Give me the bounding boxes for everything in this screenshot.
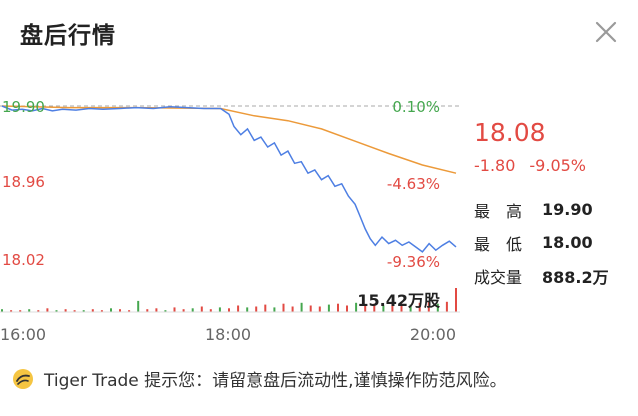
volume-bar — [10, 310, 13, 312]
volume-bar — [318, 306, 321, 312]
average-price-line — [1, 105, 457, 174]
volume-bar — [137, 300, 140, 312]
volume-bar — [146, 309, 149, 312]
volume-bar — [337, 303, 339, 312]
volume-bar — [228, 308, 230, 312]
volume-bar — [436, 303, 439, 312]
volume-bar — [28, 309, 31, 312]
low-value: 18.00 — [542, 233, 593, 252]
last-price: 18.08 — [474, 118, 546, 147]
volume-bar — [237, 305, 240, 312]
dialog-title: 盘后行情 — [20, 23, 116, 49]
volume-row: 成交量 888.2万 — [474, 259, 634, 292]
volume-bar — [64, 309, 67, 312]
volume-bar — [128, 310, 131, 312]
volume-bar — [382, 305, 385, 312]
volume-bar — [100, 310, 103, 312]
volume-bars — [1, 288, 457, 312]
volume-bar — [364, 304, 367, 312]
volume-bar — [273, 307, 276, 312]
volume-bar — [55, 310, 58, 312]
high-value: 19.90 — [542, 200, 593, 219]
volume-bar — [309, 305, 312, 312]
volume-bar — [173, 307, 176, 312]
volume-bar — [209, 309, 212, 312]
price-change: -1.80 -9.05% — [474, 156, 634, 175]
volume-bar — [264, 304, 267, 312]
volume-bar — [46, 308, 49, 312]
volume-value: 888.2万 — [542, 267, 609, 287]
volume-bar — [300, 302, 303, 312]
price-line — [1, 105, 457, 253]
x-tick-label: 16:00 — [0, 325, 46, 344]
change-amount: -1.80 — [474, 156, 516, 175]
volume-bar — [155, 308, 158, 312]
tiger-logo-icon — [13, 368, 33, 389]
volume-bar — [346, 305, 348, 312]
volume-bar — [373, 303, 376, 312]
volume-bar — [191, 308, 194, 312]
pct-tick-label: -4.63% — [387, 175, 440, 193]
volume-bar — [200, 306, 203, 312]
volume-bar — [119, 309, 121, 312]
volume-bar — [282, 303, 285, 312]
notice-text: Tiger Trade 提示您：请留意盘后流动性,谨慎操作防范风险。 — [44, 371, 507, 391]
volume-bar — [91, 309, 94, 312]
y-tick-label: 19.90 — [2, 98, 45, 116]
intraday-chart[interactable]: 19.90 18.96 18.02 0.10% -4.63% -9.36% 15… — [0, 86, 470, 356]
volume-bar — [355, 302, 358, 312]
volume-bar — [291, 306, 294, 312]
volume-bar — [427, 300, 430, 312]
low-label: 最 低 — [474, 234, 523, 254]
volume-bar — [110, 308, 112, 312]
y-tick-label: 18.96 — [2, 173, 45, 191]
volume-bar — [327, 304, 330, 312]
risk-notice: Tiger Trade 提示您：请留意盘后流动性,谨慎操作防范风险。 — [12, 366, 507, 391]
volume-bar — [73, 310, 76, 312]
volume-bar — [445, 301, 448, 312]
quote-panel: 18.08 -1.80 -9.05% 最 高 19.90 最 低 18.00 成交… — [474, 118, 634, 292]
volume-bar — [164, 310, 167, 312]
y-tick-label: 18.02 — [2, 251, 45, 269]
x-tick-label: 20:00 — [410, 325, 456, 344]
pct-tick-label: -9.36% — [387, 253, 440, 271]
volume-bar — [400, 303, 403, 312]
high-label: 最 高 — [474, 201, 523, 221]
volume-bar — [37, 310, 40, 312]
close-icon[interactable] — [594, 20, 618, 44]
volume-bar — [19, 310, 22, 312]
x-tick-label: 18:00 — [205, 325, 251, 344]
volume-bar — [182, 309, 185, 312]
high-row: 最 高 19.90 — [474, 193, 634, 226]
volume-bar — [218, 307, 221, 312]
volume-label: 成交量 — [474, 267, 523, 287]
volume-bar — [255, 306, 258, 312]
change-percent: -9.05% — [529, 156, 587, 175]
volume-bar — [391, 301, 394, 312]
volume-bar — [455, 288, 457, 312]
pct-tick-label: 0.10% — [392, 98, 440, 116]
volume-bar — [1, 309, 3, 312]
volume-bar — [418, 302, 421, 312]
volume-bar — [82, 310, 85, 312]
volume-bar — [246, 307, 249, 312]
volume-label: 15.42万股 — [357, 291, 441, 310]
volume-bar — [409, 304, 412, 312]
low-row: 最 低 18.00 — [474, 226, 634, 259]
